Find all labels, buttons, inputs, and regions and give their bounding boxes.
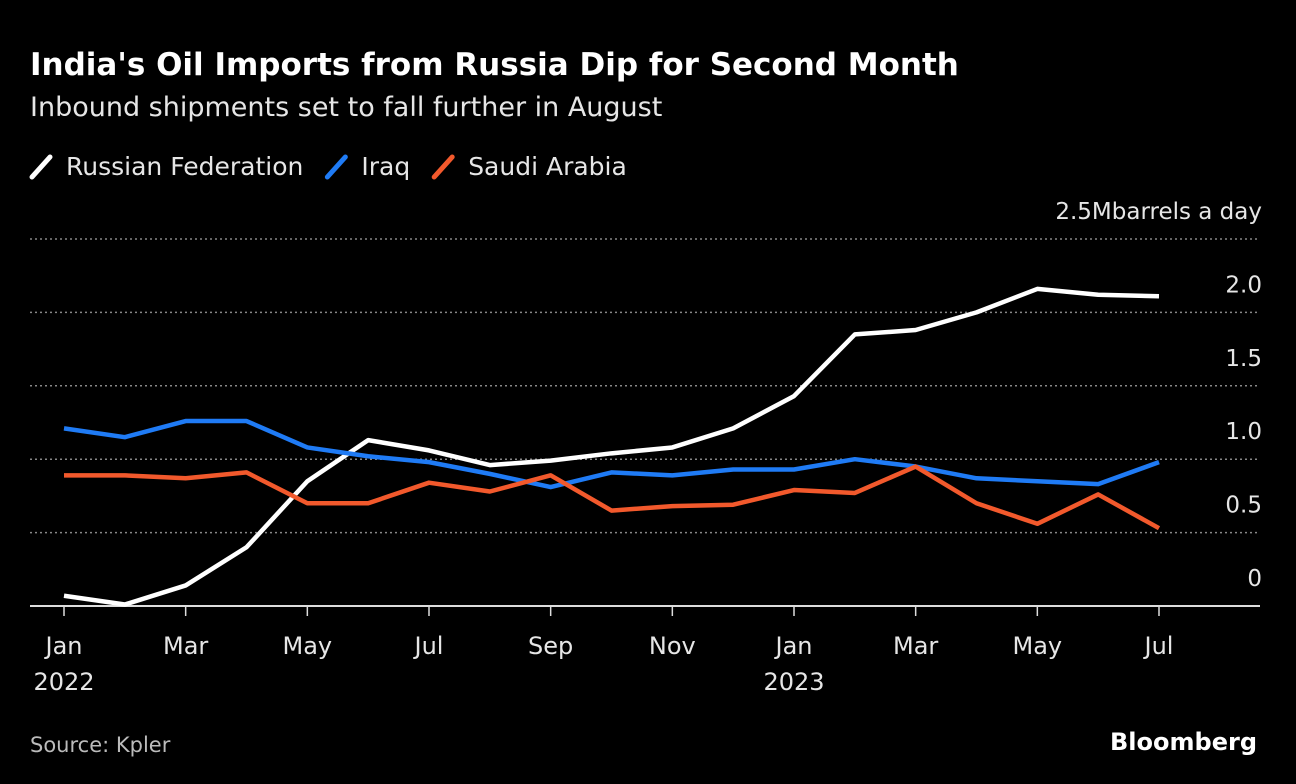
y-unit: barrels a day — [1112, 199, 1262, 225]
y-tick-label: 1.5 — [1225, 346, 1262, 372]
x-tick-label: Mar — [163, 632, 208, 660]
x-tick-label: May — [1013, 632, 1063, 660]
brand: Bloomberg — [1110, 728, 1257, 756]
x-tick-label: Mar — [893, 632, 938, 660]
x-tick-label: Nov — [649, 632, 696, 660]
x-tick-label: May — [283, 632, 333, 660]
legend-label: Russian Federation — [66, 152, 303, 181]
series-line — [63, 286, 1160, 607]
x-tick-label: Jan 2022 — [33, 632, 94, 696]
chart-title: India's Oil Imports from Russia Dip for … — [30, 47, 959, 83]
x-tick-label: Jul — [1143, 632, 1174, 660]
y-tick-label: 0 — [1247, 566, 1262, 592]
y-tick-label: 0.5 — [1225, 493, 1262, 519]
y-tick-label: 2.5M — [1055, 199, 1111, 225]
y-tick-label: 1.0 — [1225, 419, 1262, 445]
x-tick-label: Jul — [413, 632, 444, 660]
source: Source: Kpler — [30, 733, 171, 757]
x-tick-label: Jan 2023 — [763, 632, 824, 696]
x-tick-label: Sep — [528, 632, 573, 660]
legend-label: Saudi Arabia — [468, 152, 627, 181]
series-line — [64, 464, 1161, 531]
legend-swatch — [324, 154, 348, 180]
legend-label: Iraq — [361, 152, 410, 181]
legend-swatch — [29, 154, 53, 180]
chart-subtitle: Inbound shipments set to fall further in… — [30, 92, 662, 123]
legend-swatch — [431, 154, 455, 180]
series-line — [63, 418, 1160, 490]
y-tick-label: 2.0 — [1225, 272, 1262, 298]
